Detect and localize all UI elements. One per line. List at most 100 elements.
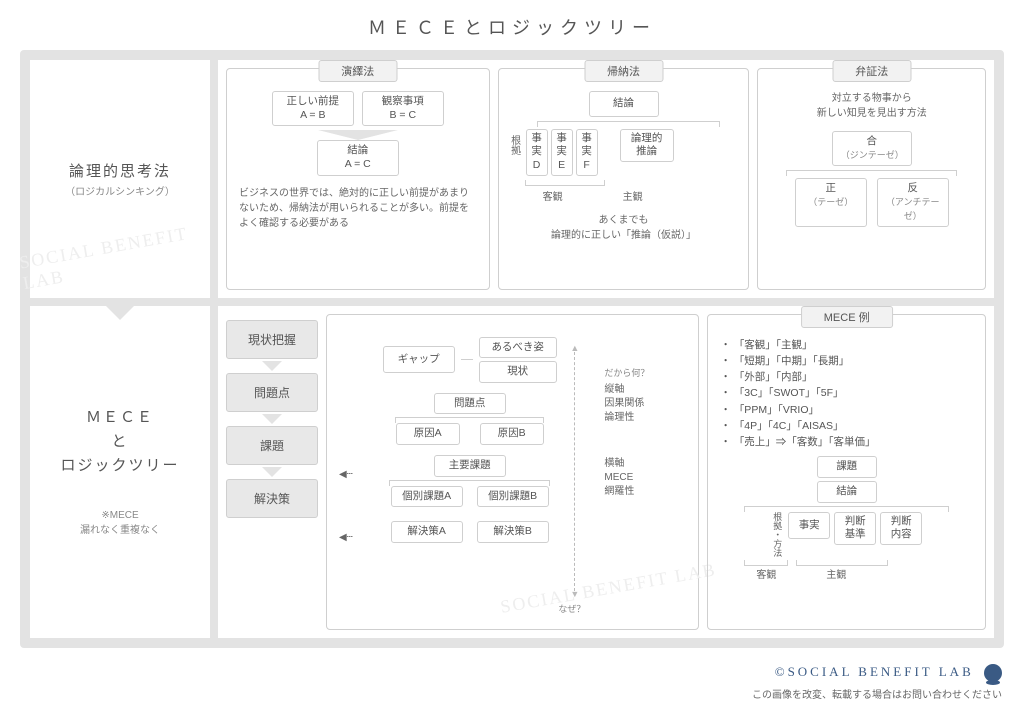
tab-dialectic: 弁証法 xyxy=(832,60,911,82)
box-problem: 問題点 xyxy=(434,393,506,415)
box-current: 現状 xyxy=(479,361,557,383)
step-2: 問題点 xyxy=(226,373,318,412)
premise1-l2: A = B xyxy=(300,109,325,121)
tab-deduction: 演繹法 xyxy=(318,60,397,82)
left-cell-2: ＭＥＣＥ と ロジックツリー ※MECE 漏れなく重複なく xyxy=(30,306,210,639)
row2-note-l2: 漏れなく重複なく xyxy=(80,525,160,536)
box-inference: 論理的 推論 xyxy=(620,129,674,162)
bracket-icon xyxy=(796,560,888,566)
premise2-l2: B = C xyxy=(390,109,417,121)
mini-basis-label: 根拠・方法 xyxy=(771,512,784,557)
panel-logic-tree: ギャップ あるべき姿 現状 問題点 原因A 原因B xyxy=(326,314,699,631)
row2-note-l1: ※MECE xyxy=(101,510,138,521)
main-frame: 論理的思考法 （ロジカルシンキング） SOCIAL BENEFIT LAB 演繹… xyxy=(20,50,1004,648)
bullet-item: ・ 「外部」「内部」 xyxy=(720,369,977,385)
step-3: 課題 xyxy=(226,426,318,465)
box-cause-b: 原因B xyxy=(480,423,544,445)
box-sol-a: 解決策A xyxy=(391,521,463,543)
row1-panels: 演繹法 正しい前提 A = B 観察事項 B = C 結論 xyxy=(210,60,994,298)
dial-desc-l1: 対立する物事から xyxy=(832,93,912,104)
watermark: SOCIAL BENEFIT LAB xyxy=(18,219,212,293)
induction-note-l2: 論理的に正しい「推論（仮説）」 xyxy=(507,226,741,241)
mini-issue: 課題 xyxy=(817,456,877,478)
panel-mece-examples: MECE 例 ・ 「客観」「主観」 ・ 「短期」「中期」「長期」 ・ 「外部」「… xyxy=(707,314,986,631)
left-cell-1: 論理的思考法 （ロジカルシンキング） SOCIAL BENEFIT LAB xyxy=(30,60,210,298)
bullet-item: ・ 「PPM」「VRIO」 xyxy=(720,402,977,418)
bullet-item: ・ 「売上」⇒「客数」「客単価」 xyxy=(720,434,977,450)
premise2-l1: 観察事項 xyxy=(382,95,424,107)
panel-deduction: 演繹法 正しい前提 A = B 観察事項 B = C 結論 xyxy=(226,68,490,290)
arrow-left-icon: ◀┄ xyxy=(339,532,353,543)
box-thesis: 正 （テーゼ） xyxy=(795,178,867,227)
bullet-item: ・ 「短期」「中期」「長期」 xyxy=(720,353,977,369)
mini-subjective: 主観 xyxy=(826,566,846,581)
box-synthesis: 合 （ジンテーゼ） xyxy=(832,131,912,166)
dial-desc-l2: 新しい知見を見出す方法 xyxy=(817,108,927,119)
ded-conc-l2: A = C xyxy=(345,158,371,170)
panel-dialectic: 弁証法 対立する物事から 新しい知見を見出す方法 合 （ジンテーゼ） 正 （テー… xyxy=(757,68,986,290)
hax-l1: 横軸 xyxy=(604,458,624,469)
row2-h1-l3: ロジックツリー xyxy=(60,457,179,474)
box-cause-a: 原因A xyxy=(396,423,460,445)
box-antithesis: 反 （アンチテーゼ） xyxy=(877,178,949,227)
vax-l3: 論理性 xyxy=(604,412,634,423)
converge-arrow-icon xyxy=(318,130,398,140)
bullet-item: ・ 「3C」「SWOT」「5F」 xyxy=(720,385,977,401)
arrow-down-icon: ▼ xyxy=(570,589,579,599)
bracket-icon xyxy=(537,121,721,127)
step-arrow-icon xyxy=(262,467,282,477)
row2-content: 現状把握 問題点 課題 解決策 ギャップ あるべき姿 現状 xyxy=(210,306,994,639)
panel-induction: 帰納法 結論 根拠 事実D 事実E 事実F 論理的 xyxy=(498,68,750,290)
box-ideal: あるべき姿 xyxy=(479,337,557,359)
row1-heading: 論理的思考法 xyxy=(69,160,171,181)
box-gap: ギャップ xyxy=(383,346,455,374)
row1-subheading: （ロジカルシンキング） xyxy=(65,183,175,198)
bracket-down-icon xyxy=(525,180,605,186)
bracket-icon xyxy=(744,560,788,566)
brand-logo-icon xyxy=(984,664,1002,682)
label-objective: 客観 xyxy=(543,188,563,203)
steps-column: 現状把握 問題点 課題 解決策 xyxy=(226,314,318,631)
mini-content: 判断 内容 xyxy=(880,512,922,545)
fact-d: 事実D xyxy=(526,129,548,176)
mini-criteria: 判断 基準 xyxy=(834,512,876,545)
step-4: 解決策 xyxy=(226,479,318,518)
page-title: ＭＥＣＥとロジックツリー xyxy=(0,0,1024,50)
vertical-q: だから何？ xyxy=(604,368,649,378)
mini-objective: 客観 xyxy=(756,566,776,581)
label-subjective: 主観 xyxy=(623,188,643,203)
tab-mece-examples: MECE 例 xyxy=(801,306,893,328)
box-conclusion-deduction: 結論 A = C xyxy=(317,140,399,175)
row2-h1-l2: と xyxy=(111,433,128,450)
vax-l1: 縦軸 xyxy=(604,384,624,395)
induction-note-l1: あくまでも xyxy=(507,211,741,226)
box-conclusion-induction: 結論 xyxy=(589,91,659,117)
arrow-up-icon: ▲ xyxy=(570,343,579,353)
arrow-left-icon: ◀┄ xyxy=(339,469,353,480)
box-sub-a: 個別課題A xyxy=(391,486,463,508)
box-premise-1: 正しい前提 A = B xyxy=(272,91,354,126)
hax-l2: MECE xyxy=(604,472,633,483)
brand-text: ©SOCIAL BENEFIT LAB xyxy=(775,664,974,679)
fact-e: 事実E xyxy=(551,129,573,176)
step-arrow-icon xyxy=(262,414,282,424)
tab-induction: 帰納法 xyxy=(584,60,663,82)
footer-note: この画像を改変、転載する場合はお問い合わせください xyxy=(752,686,1002,701)
step-1: 現状把握 xyxy=(226,320,318,359)
footer: ©SOCIAL BENEFIT LAB この画像を改変、転載する場合はお問い合わ… xyxy=(752,664,1002,701)
fact-f: 事実F xyxy=(576,129,598,176)
vax-l2: 因果関係 xyxy=(604,398,644,409)
bracket-icon-2 xyxy=(786,170,957,176)
row2-h1-l1: ＭＥＣＥ xyxy=(86,409,154,426)
row-logical-thinking: 論理的思考法 （ロジカルシンキング） SOCIAL BENEFIT LAB 演繹… xyxy=(30,60,994,298)
mini-conclusion: 結論 xyxy=(817,481,877,503)
mini-fact: 事実 xyxy=(788,512,830,540)
premise1-l1: 正しい前提 xyxy=(287,95,340,107)
basis-label: 根拠 xyxy=(507,135,522,155)
bullet-item: ・ 「客観」「主観」 xyxy=(720,337,977,353)
hax-l3: 網羅性 xyxy=(604,486,634,497)
box-sub-b: 個別課題B xyxy=(477,486,549,508)
box-main-issue: 主要課題 xyxy=(434,455,506,477)
ded-conc-l1: 結論 xyxy=(347,144,368,156)
bullet-item: ・ 「4P」「4C」「AISAS」 xyxy=(720,418,977,434)
